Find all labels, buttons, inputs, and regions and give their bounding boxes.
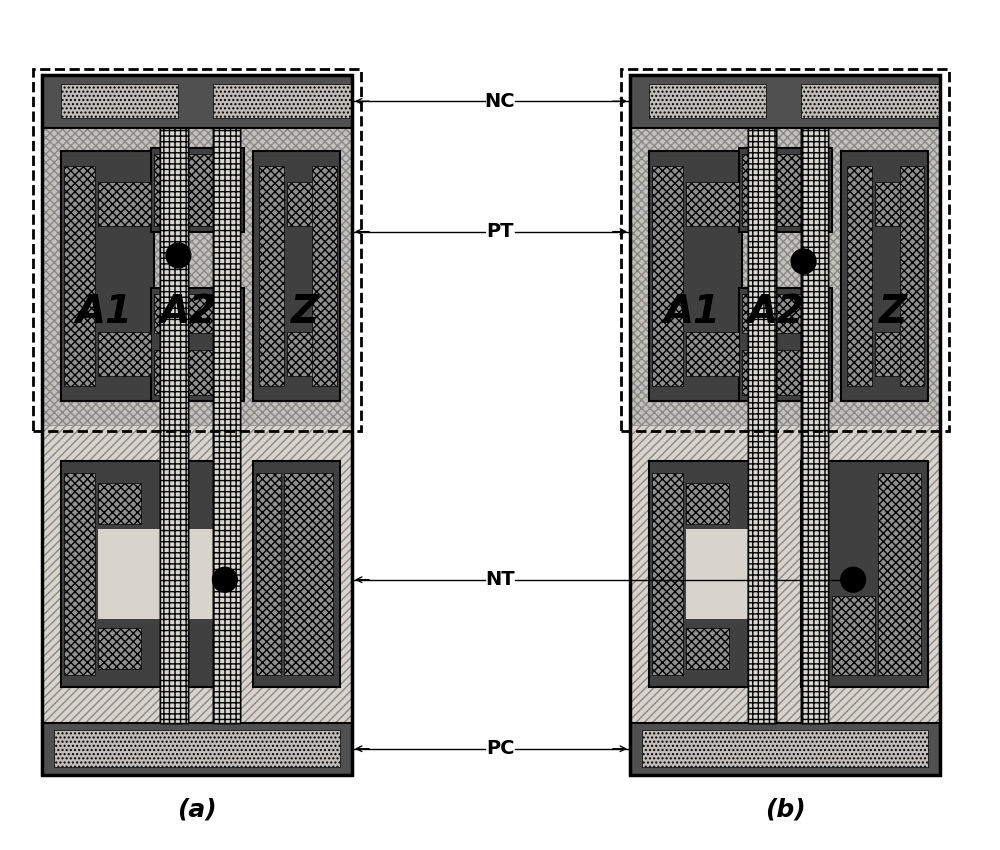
Bar	[748, 128, 776, 722]
Text: A2: A2	[747, 293, 804, 331]
Bar	[800, 461, 928, 687]
Bar	[875, 332, 921, 377]
Bar	[841, 151, 928, 401]
Bar	[154, 350, 240, 395]
Bar	[630, 75, 940, 128]
Bar	[64, 167, 95, 387]
Bar	[847, 167, 872, 387]
Bar	[287, 332, 333, 377]
Bar	[686, 182, 739, 226]
Text: A1: A1	[664, 293, 720, 331]
Circle shape	[841, 567, 866, 592]
Bar	[621, 69, 949, 431]
Bar	[800, 128, 828, 722]
Bar	[33, 69, 361, 431]
Bar	[748, 538, 776, 687]
Text: PT: PT	[486, 222, 514, 241]
Bar	[150, 288, 244, 401]
Bar	[686, 484, 729, 524]
Circle shape	[791, 249, 816, 274]
Bar	[649, 151, 742, 401]
Bar	[154, 155, 240, 226]
Text: Z: Z	[291, 293, 320, 331]
Bar	[686, 529, 751, 619]
Bar	[61, 461, 240, 687]
Bar	[804, 473, 828, 675]
Bar	[253, 461, 340, 687]
Bar	[630, 722, 940, 775]
Text: (a): (a)	[177, 798, 217, 822]
Bar	[875, 182, 921, 226]
Text: NC: NC	[485, 92, 515, 110]
Bar	[259, 167, 284, 387]
Bar	[630, 425, 940, 722]
Bar	[832, 596, 875, 675]
Bar	[98, 529, 234, 619]
Bar	[652, 473, 683, 675]
Bar	[253, 151, 340, 401]
Bar	[287, 182, 333, 226]
Circle shape	[166, 243, 191, 268]
Text: A1: A1	[76, 293, 132, 331]
Bar	[160, 128, 188, 722]
Bar	[649, 84, 766, 118]
Bar	[630, 128, 940, 425]
Bar	[98, 628, 141, 669]
Bar	[686, 529, 751, 619]
Bar	[98, 182, 150, 226]
Bar	[800, 128, 828, 722]
Bar	[256, 473, 281, 675]
Bar	[98, 484, 141, 524]
Bar	[900, 167, 924, 387]
Bar	[154, 294, 240, 333]
Bar	[649, 461, 757, 687]
Bar	[98, 529, 234, 619]
Bar	[212, 84, 352, 118]
Bar	[42, 722, 352, 775]
Bar	[42, 75, 352, 775]
Bar	[738, 288, 832, 401]
Bar	[54, 730, 340, 768]
Bar	[212, 128, 240, 722]
Bar	[42, 128, 352, 425]
Bar	[61, 151, 154, 401]
Bar	[61, 84, 178, 118]
Text: A2: A2	[159, 293, 216, 331]
Bar	[686, 628, 729, 669]
Text: Z: Z	[879, 293, 908, 331]
Bar	[312, 167, 336, 387]
Text: PC: PC	[486, 740, 514, 758]
Bar	[284, 473, 333, 675]
Bar	[748, 128, 776, 722]
Bar	[212, 128, 240, 722]
Bar	[800, 84, 940, 118]
Circle shape	[212, 567, 237, 592]
Bar	[642, 730, 928, 768]
Bar	[878, 473, 921, 675]
Text: (b): (b)	[765, 798, 805, 822]
Bar	[160, 128, 188, 722]
Bar	[212, 128, 240, 722]
Bar	[742, 155, 828, 226]
Bar	[742, 294, 828, 333]
Bar	[630, 75, 940, 775]
Bar	[738, 149, 832, 232]
Bar	[748, 128, 776, 722]
Bar	[630, 75, 940, 775]
Bar	[42, 75, 352, 775]
Bar	[150, 149, 244, 232]
Bar	[652, 167, 683, 387]
Bar	[98, 529, 234, 619]
Bar	[800, 128, 828, 722]
Bar	[42, 75, 352, 128]
Bar	[686, 332, 739, 377]
Bar	[742, 350, 828, 395]
Bar	[64, 473, 95, 675]
Bar	[42, 425, 352, 722]
Text: NT: NT	[485, 570, 515, 589]
Bar	[98, 332, 150, 377]
Bar	[160, 128, 188, 722]
